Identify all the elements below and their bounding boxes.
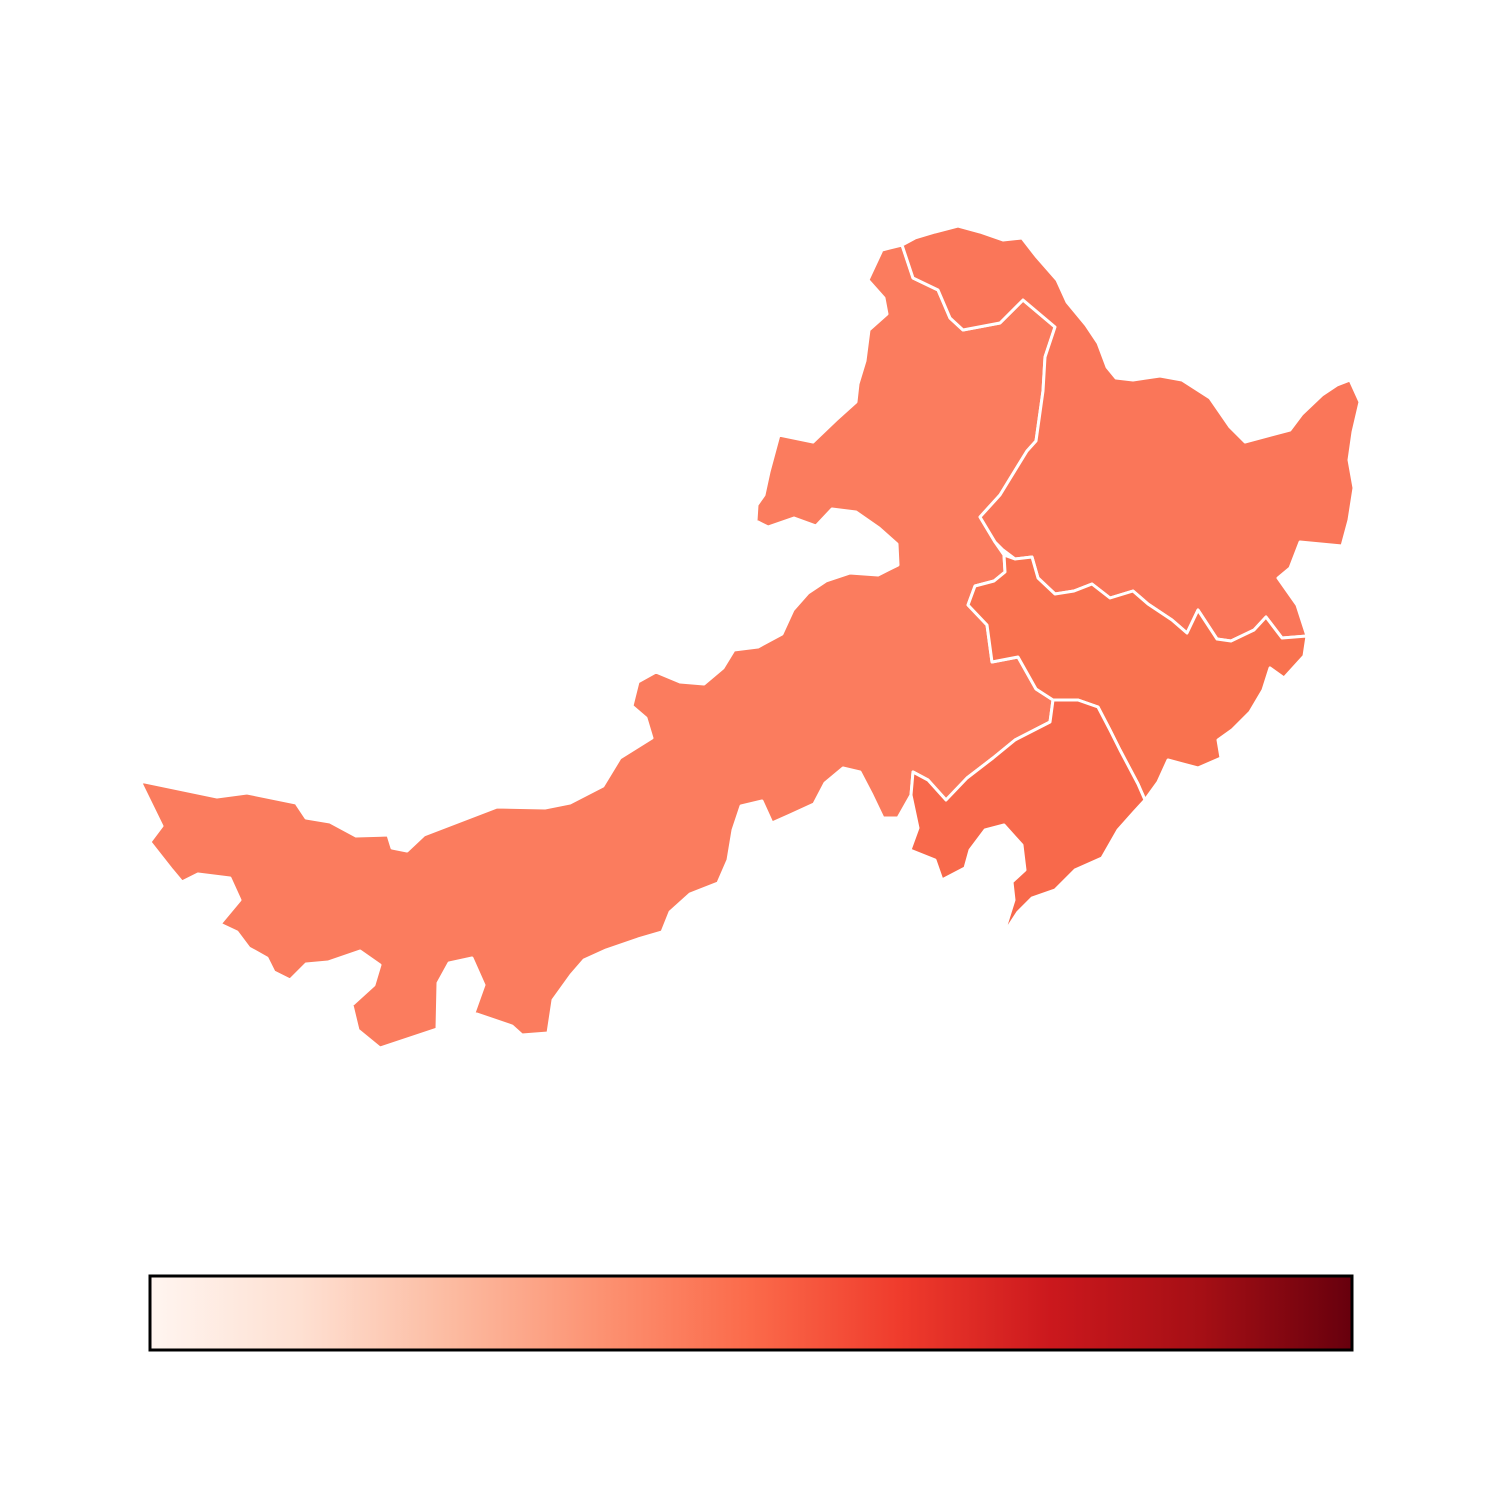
region-west[interactable] <box>138 243 1057 1050</box>
region-southeast[interactable] <box>908 698 1147 937</box>
colorbar <box>148 1274 1354 1352</box>
region-north[interactable] <box>900 224 1362 643</box>
region-central-east[interactable] <box>966 553 1309 802</box>
